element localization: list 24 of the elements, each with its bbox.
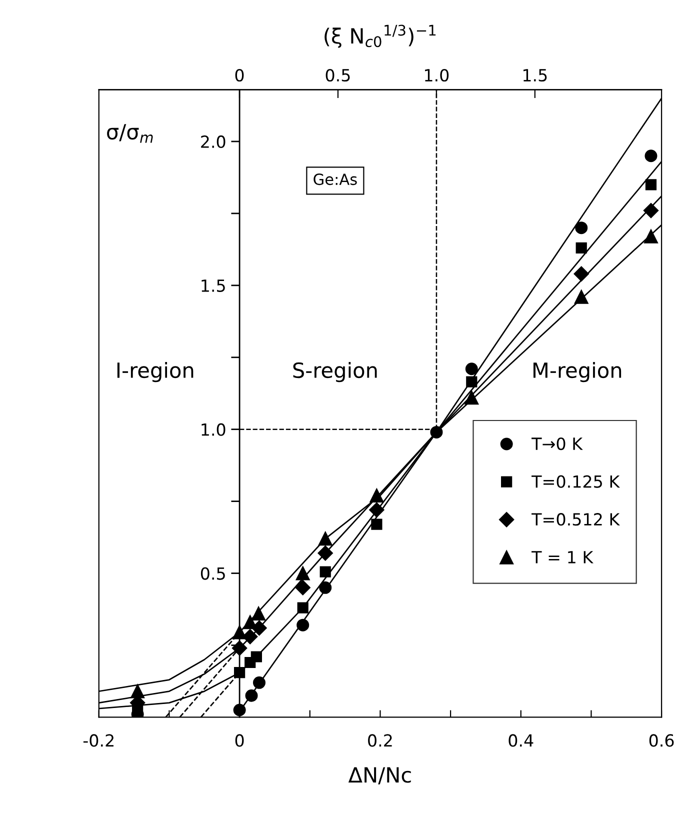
- x-axis-title: ΔN/Nc: [348, 767, 411, 784]
- x2-tick-label: 1.0: [425, 68, 449, 82]
- x-tick-label: 0.4: [508, 734, 534, 747]
- annotation: S-region: [293, 362, 377, 382]
- annotation: M-region: [534, 362, 622, 382]
- legend-label: T = 1 K: [532, 551, 594, 564]
- x2-tick-label: 1.5: [523, 69, 547, 82]
- y-tick-label: 0.5: [200, 567, 225, 580]
- x-tick-label: 0.6: [649, 734, 674, 747]
- annotation: I-region: [117, 362, 194, 382]
- x2-tick-label: 0.5: [326, 68, 350, 82]
- x-tick-label: 0: [235, 734, 244, 747]
- annotation: Ge:As: [314, 174, 357, 186]
- y-axis-title: σ/σ$_{m}$: [107, 124, 153, 143]
- legend-label: T=0.512 K: [532, 513, 620, 526]
- legend-label: T→0 K: [532, 437, 583, 450]
- legend-label: T=0.125 K: [532, 475, 620, 488]
- x2-tick-label: 0: [235, 68, 244, 82]
- y-tick-label: 1.0: [202, 423, 226, 436]
- x2-axis-title: (ξ N$_{c0}$$^{1/3}$)$^{−1}$: [324, 24, 436, 48]
- y-tick-label: 1.5: [202, 280, 225, 292]
- x-tick-label: -0.2: [83, 734, 114, 747]
- x-tick-label: 0.2: [368, 734, 392, 747]
- y-tick-label: 2.0: [201, 135, 226, 148]
